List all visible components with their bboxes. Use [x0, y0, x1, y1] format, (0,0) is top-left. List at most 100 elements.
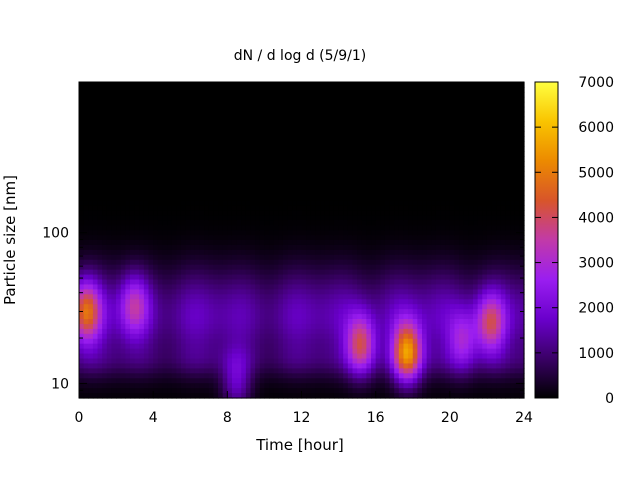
heatmap-cell [361, 284, 367, 290]
heatmap-cell [245, 235, 252, 241]
heatmap-cell [236, 225, 242, 231]
heatmap-cell [366, 161, 372, 167]
heatmap-cell [102, 215, 108, 221]
heatmap-cell [88, 279, 94, 286]
heatmap-cell [380, 235, 386, 241]
heatmap-cell [357, 383, 363, 389]
heatmap-cell [250, 136, 256, 142]
heatmap-cell [180, 96, 187, 103]
heatmap-cell [338, 215, 344, 221]
heatmap-cell [384, 264, 391, 271]
heatmap-cell [352, 249, 358, 256]
heatmap-cell [389, 82, 395, 88]
heatmap-cell [134, 156, 140, 162]
heatmap-cell [398, 254, 405, 261]
heatmap-cell [194, 328, 201, 335]
heatmap-cell [218, 284, 224, 290]
heatmap-cell [157, 284, 164, 290]
heatmap-cell [403, 314, 409, 320]
heatmap-cell [120, 259, 126, 266]
heatmap-cell [241, 309, 247, 315]
heatmap-cell [227, 254, 233, 261]
heatmap-cell [185, 254, 191, 261]
heatmap-cell [343, 175, 349, 182]
heatmap-cell [352, 220, 358, 226]
heatmap-cell [296, 146, 303, 152]
heatmap-cell [157, 230, 164, 236]
heatmap-cell [194, 146, 201, 152]
heatmap-cell [380, 205, 386, 211]
heatmap-cell [88, 378, 94, 384]
heatmap-cell [92, 368, 99, 374]
heatmap-cell [83, 363, 89, 369]
heatmap-cell [310, 185, 317, 192]
heatmap-cell [352, 294, 358, 300]
heatmap-cell [255, 175, 261, 182]
heatmap-cell [97, 269, 103, 276]
heatmap-cell [97, 314, 103, 320]
heatmap-cell [375, 205, 381, 211]
heatmap-cell [398, 126, 405, 132]
heatmap-cell [357, 86, 363, 93]
heatmap-cell [375, 358, 381, 365]
heatmap-cell [426, 146, 432, 152]
heatmap-cell [250, 393, 256, 399]
heatmap-cell [241, 240, 247, 246]
heatmap-cell [102, 235, 108, 241]
heatmap-cell [222, 304, 228, 310]
heatmap-cell [435, 343, 442, 350]
heatmap-cell [278, 220, 284, 226]
heatmap-cell [204, 259, 210, 266]
heatmap-cell [431, 111, 437, 118]
heatmap-cell [422, 304, 428, 310]
heatmap-cell [167, 378, 173, 384]
heatmap-cell [292, 141, 298, 147]
heatmap-cell [324, 156, 330, 162]
heatmap-cell [236, 319, 242, 325]
heatmap-cell [347, 289, 354, 295]
heatmap-cell [88, 165, 94, 172]
heatmap-cell [185, 338, 191, 345]
heatmap-cell [102, 353, 108, 360]
heatmap-cell [222, 269, 228, 276]
heatmap-cell [148, 170, 154, 177]
heatmap-cell [153, 136, 159, 142]
heatmap-cell [134, 378, 140, 384]
heatmap-cell [204, 230, 210, 236]
heatmap-cell [296, 348, 303, 355]
heatmap-cell [292, 151, 298, 157]
heatmap-cell [111, 314, 117, 320]
heatmap-cell [213, 343, 219, 350]
heatmap-cell [190, 121, 196, 128]
heatmap-cell [231, 259, 238, 266]
heatmap-cell [287, 378, 293, 384]
heatmap-cell [273, 323, 279, 330]
heatmap-cell [412, 309, 418, 315]
heatmap-cell [408, 358, 414, 365]
heatmap-cell [384, 146, 391, 152]
heatmap-cell [417, 353, 423, 360]
heatmap-cell [250, 215, 256, 221]
heatmap-cell [83, 180, 89, 187]
heatmap-cell [222, 343, 228, 350]
heatmap-cell [431, 116, 437, 123]
heatmap-cell [157, 170, 164, 177]
heatmap-cell [431, 279, 437, 286]
heatmap-cell [106, 165, 113, 172]
heatmap-cell [218, 254, 224, 261]
heatmap-cell [301, 180, 307, 187]
heatmap-cell [398, 348, 405, 355]
heatmap-cell [389, 106, 395, 113]
heatmap-cell [292, 244, 298, 251]
heatmap-cell [417, 244, 423, 251]
heatmap-cell [282, 240, 289, 246]
heatmap-cell [357, 294, 363, 300]
heatmap-cell [296, 106, 303, 113]
heatmap-cell [125, 156, 131, 162]
heatmap-cell [287, 141, 293, 147]
heatmap-cell [431, 225, 437, 231]
heatmap-cell [120, 343, 126, 350]
heatmap-cell [287, 230, 293, 236]
heatmap-cell [371, 343, 377, 350]
heatmap-cell [185, 126, 191, 132]
